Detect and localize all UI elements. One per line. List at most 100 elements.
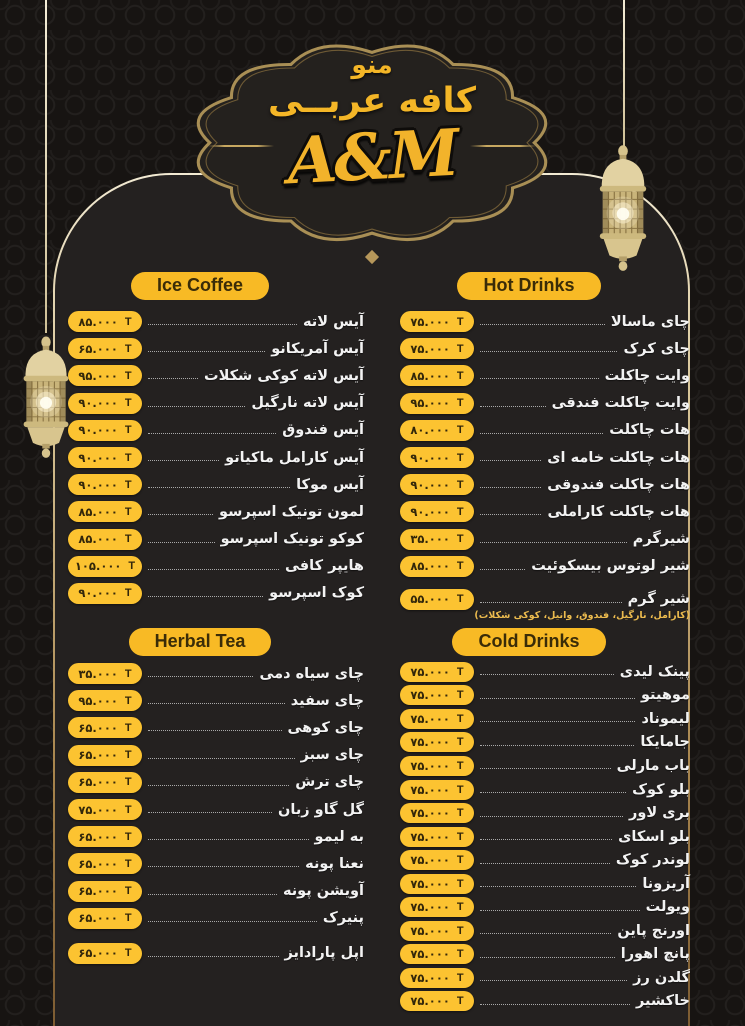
price-pill: ۷۵.۰۰۰ T (68, 799, 142, 821)
menu-item-row: ۸۵.۰۰۰ T کوکو تونیک اسپرسو (68, 526, 364, 553)
dotted-leader (148, 568, 280, 570)
price-pill: ۹۵.۰۰۰ T (68, 690, 142, 712)
price-pill: ۹۰.۰۰۰ T (68, 582, 142, 604)
dotted-leader (480, 432, 604, 434)
currency-symbol: T (456, 712, 464, 725)
price-pill: ۷۵.۰۰۰ T (400, 732, 474, 753)
price-pill: ۸۵.۰۰۰ T (68, 528, 142, 550)
price-pill: ۶۵.۰۰۰ T (68, 907, 142, 929)
lantern-cord-left (45, 0, 47, 333)
price-value: ۵۵.۰۰۰ (410, 592, 450, 607)
currency-symbol: T (124, 397, 132, 410)
price-pill: ۸۵.۰۰۰ T (68, 501, 142, 523)
price-pill: ۷۵.۰۰۰ T (400, 991, 474, 1012)
menu-item-row: ۶۵.۰۰۰ T به لیمو (68, 823, 364, 850)
menu-item-row: ۷۵.۰۰۰ T لیموناد (400, 707, 690, 731)
item-name: لیموناد (641, 710, 690, 727)
dotted-leader (480, 1003, 630, 1005)
dotted-leader (480, 697, 635, 699)
price-value: ۸۵.۰۰۰ (78, 314, 118, 329)
item-name: شیر گرم (627, 591, 690, 608)
dotted-leader (148, 487, 291, 489)
dotted-leader (480, 460, 542, 462)
dotted-leader (148, 730, 282, 732)
item-name: آویشن پونه (282, 883, 364, 900)
price-value: ۶۵.۰۰۰ (78, 911, 118, 926)
price-pill: ۷۵.۰۰۰ T (400, 311, 474, 333)
price-value: ۷۵.۰۰۰ (78, 802, 118, 817)
dotted-leader (148, 893, 277, 895)
price-pill: ۷۵.۰۰۰ T (400, 920, 474, 941)
price-pill: ۷۵.۰۰۰ T (400, 779, 474, 800)
currency-symbol: T (124, 424, 132, 437)
item-name: گل گاو زبان (278, 801, 364, 818)
price-pill: ۱۰۵.۰۰۰ T (68, 555, 142, 577)
item-name: گلدن رز (633, 969, 690, 986)
lantern-cord-right (623, 0, 625, 147)
currency-symbol: T (456, 369, 464, 382)
item-note: (کارامل، نارگیل، فندوق، وانیل، کوکی شکلا… (474, 610, 690, 622)
price-value: ۷۵.۰۰۰ (410, 900, 450, 915)
price-value: ۸۵.۰۰۰ (78, 532, 118, 547)
dotted-leader (480, 541, 627, 543)
menu-item-row: ۹۵.۰۰۰ T چای سفید (68, 687, 364, 714)
price-value: ۸۵.۰۰۰ (410, 559, 450, 574)
item-name: لوندر کوک (615, 852, 690, 869)
price-pill: ۶۵.۰۰۰ T (68, 717, 142, 739)
price-value: ۹۰.۰۰۰ (410, 504, 450, 519)
dotted-leader (480, 768, 611, 770)
dotted-leader (480, 980, 628, 982)
price-pill: ۳۵.۰۰۰ T (68, 663, 142, 685)
currency-symbol: T (456, 948, 464, 961)
dotted-leader (480, 839, 613, 841)
item-name: چای ماسالا (610, 313, 690, 330)
dotted-leader (148, 324, 297, 326)
dotted-leader (480, 351, 618, 353)
dotted-leader (480, 324, 605, 326)
currency-symbol: T (128, 560, 136, 573)
item-name: اورنج پاین (617, 922, 690, 939)
currency-symbol: T (124, 947, 132, 960)
menu-item-row: ۶۵.۰۰۰ T اپل پارادایز (68, 940, 364, 967)
price-pill: ۶۵.۰۰۰ T (68, 880, 142, 902)
price-pill: ۷۵.۰۰۰ T (400, 944, 474, 965)
currency-symbol: T (456, 560, 464, 573)
section-herbal-tea: Herbal Tea ۳۵.۰۰۰ T چای سیاه دمی ۹۵.۰۰۰ T چای… (68, 628, 364, 967)
currency-symbol: T (124, 803, 132, 816)
lantern-icon (23, 336, 69, 458)
item-name: بلو کوک (632, 781, 690, 798)
dotted-leader (480, 514, 542, 516)
price-pill: ۵۵.۰۰۰ T (400, 588, 474, 610)
currency-symbol: T (456, 533, 464, 546)
item-name: پانچ اهورا (620, 946, 690, 963)
price-value: ۷۵.۰۰۰ (410, 314, 450, 329)
item-name: آریزونا (642, 875, 690, 892)
currency-symbol: T (456, 505, 464, 518)
currency-symbol: T (124, 721, 132, 734)
item-name: آیس کارامل ماکیاتو (225, 449, 364, 466)
item-name: هات چاکلت خامه ای (547, 449, 690, 466)
item-name: لمون تونیک اسپرسو (219, 503, 364, 520)
item-name: شیرگرم (632, 531, 690, 548)
menu-item-row: ۹۰.۰۰۰ T هات چاکلت خامه ای (400, 444, 690, 471)
item-name: چای ترش (295, 774, 364, 791)
price-pill: ۷۵.۰۰۰ T (400, 873, 474, 894)
menu-item-row: ۳۵.۰۰۰ T چای سیاه دمی (68, 660, 364, 687)
menu-item-row: ۷۵.۰۰۰ T لوندر کوک (400, 848, 690, 872)
menu-item-row: ۶۵.۰۰۰ T چای سبز (68, 742, 364, 769)
menu-item-row: ۹۰.۰۰۰ T هات چاکلت فندوقی (400, 471, 690, 498)
currency-symbol: T (124, 830, 132, 843)
item-name: به لیمو (314, 828, 364, 845)
price-value: ۳۵.۰۰۰ (78, 666, 118, 681)
price-value: ۷۵.۰۰۰ (410, 923, 450, 938)
price-value: ۹۰.۰۰۰ (410, 477, 450, 492)
price-pill: ۹۰.۰۰۰ T (68, 392, 142, 414)
price-value: ۶۵.۰۰۰ (78, 341, 118, 356)
menu-item-row: ۷۵.۰۰۰ T چای کرک (400, 335, 690, 362)
price-value: ۶۵.۰۰۰ (78, 775, 118, 790)
dotted-leader (148, 595, 264, 597)
price-pill: ۶۵.۰۰۰ T (68, 771, 142, 793)
price-pill: ۶۵.۰۰۰ T (68, 826, 142, 848)
currency-symbol: T (456, 971, 464, 984)
item-name: آیس لاته (303, 313, 364, 330)
